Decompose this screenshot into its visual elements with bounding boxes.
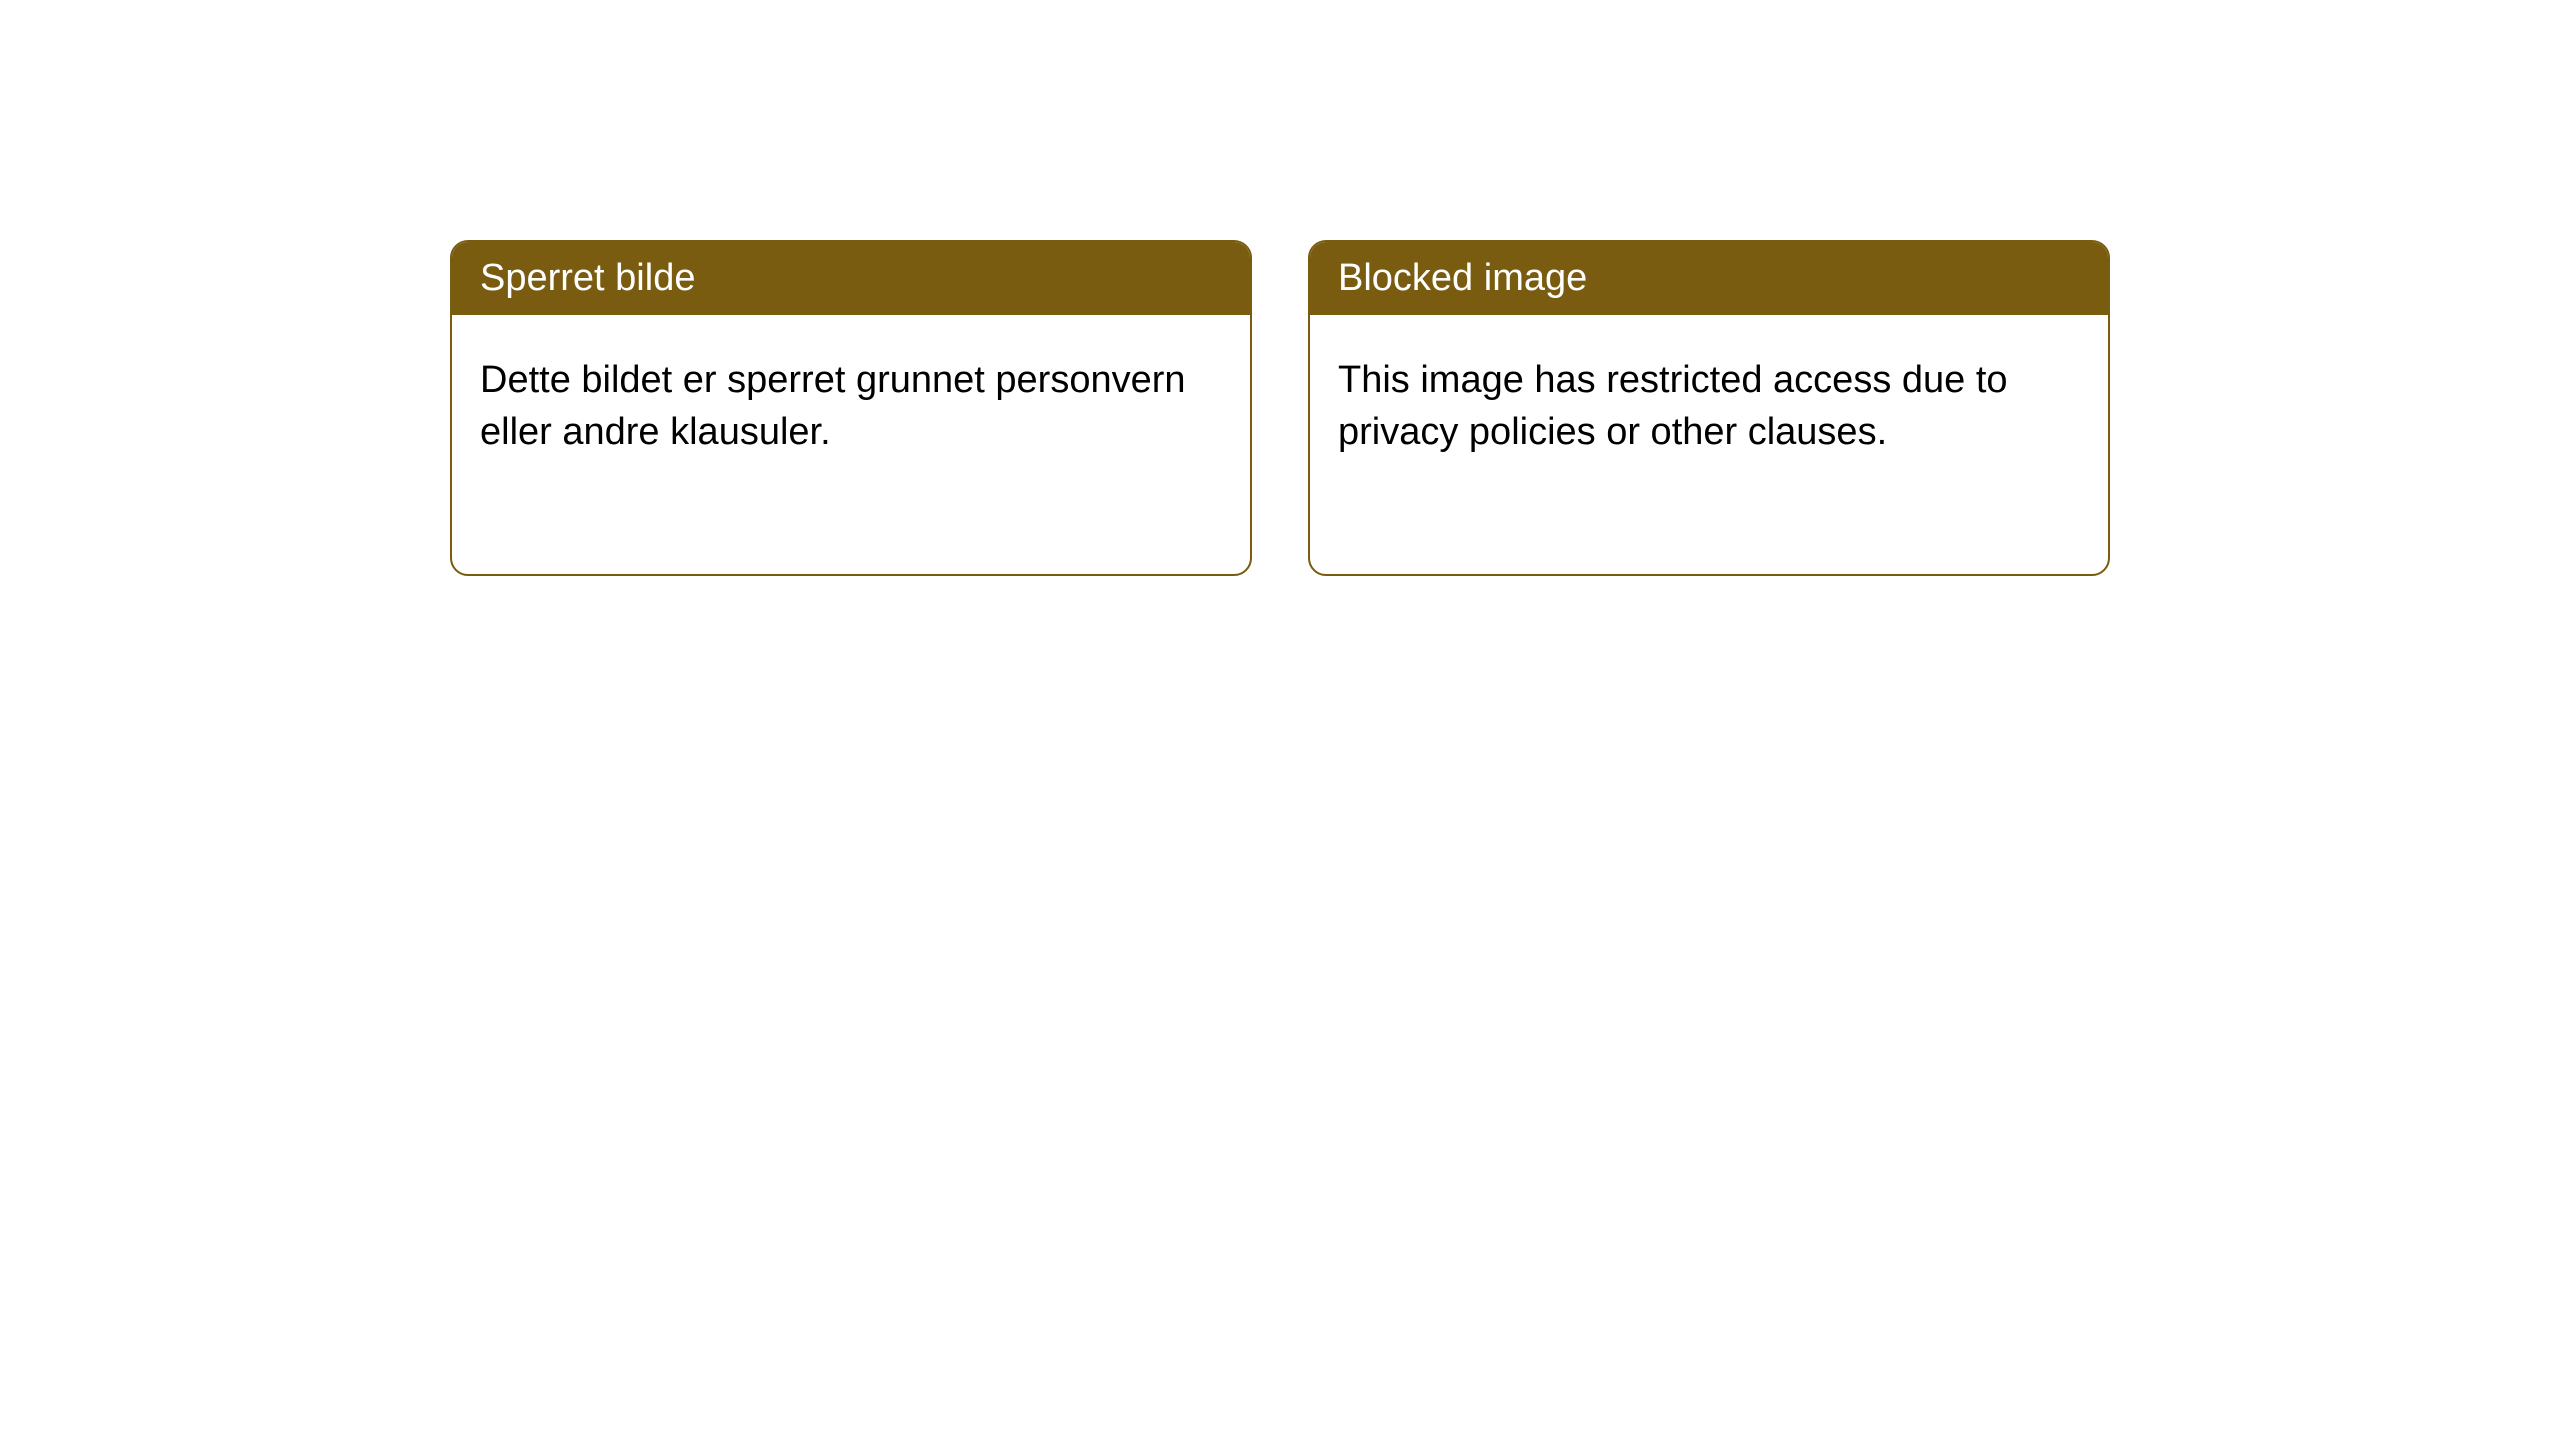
blocked-image-card-english: Blocked image This image has restricted … bbox=[1308, 240, 2110, 576]
card-title: Blocked image bbox=[1310, 242, 2108, 315]
card-body: This image has restricted access due to … bbox=[1310, 315, 2108, 498]
blocked-image-card-norwegian: Sperret bilde Dette bildet er sperret gr… bbox=[450, 240, 1252, 576]
notice-cards-container: Sperret bilde Dette bildet er sperret gr… bbox=[0, 0, 2560, 816]
card-body: Dette bildet er sperret grunnet personve… bbox=[452, 315, 1250, 498]
card-title: Sperret bilde bbox=[452, 242, 1250, 315]
